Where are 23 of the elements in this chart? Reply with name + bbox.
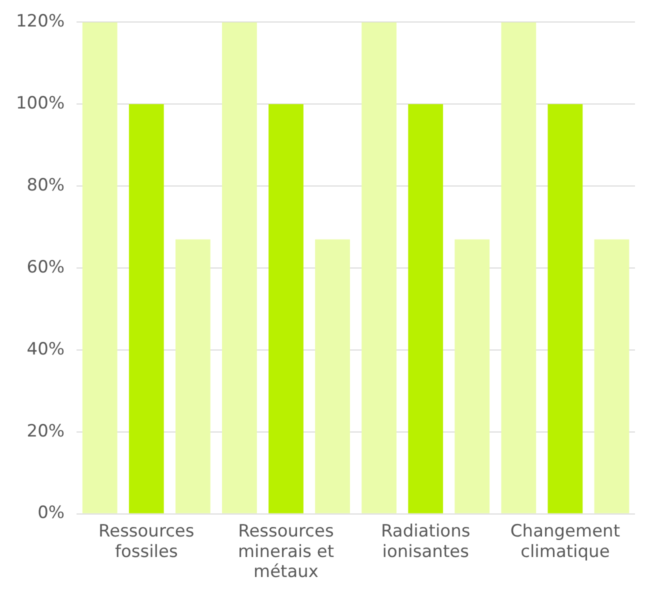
y-tick-label: 60%	[26, 257, 65, 278]
bar	[268, 104, 304, 514]
y-tick-label: 20%	[26, 421, 65, 442]
bar	[594, 239, 630, 514]
bar	[408, 104, 444, 514]
x-tick-label: Changement climatique	[510, 521, 620, 562]
x-tick-label: Ressources minerais et métaux	[238, 521, 334, 582]
bar	[315, 239, 350, 514]
bar	[548, 104, 583, 514]
bar	[128, 104, 164, 514]
bar	[175, 239, 210, 514]
bar	[454, 239, 490, 514]
bar	[362, 22, 397, 514]
x-tick-label: Radiations ionisantes	[380, 521, 470, 562]
bar	[501, 22, 536, 514]
y-tick-label: 120%	[16, 12, 65, 32]
bar	[222, 22, 257, 514]
y-tick-label: 40%	[26, 339, 65, 360]
x-tick-label: Ressources fossiles	[98, 521, 194, 562]
y-tick-label: 80%	[26, 175, 65, 196]
y-tick-label: 0%	[38, 503, 65, 524]
bar	[82, 22, 118, 514]
y-tick-label: 100%	[16, 94, 65, 114]
